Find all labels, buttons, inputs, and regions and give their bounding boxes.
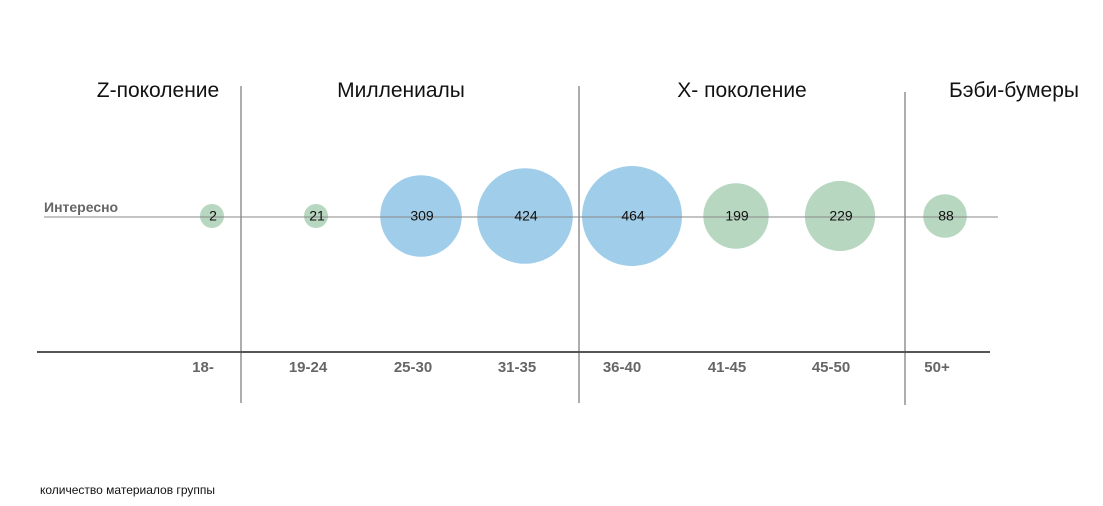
bubble-value-label: 199 [725,208,749,224]
bubble-45-50 [804,180,876,252]
bubble-18- [200,204,224,228]
bubble-value-label: 21 [309,208,325,224]
generation-label-millennials: Миллениалы [337,79,465,102]
bubble-36-40 [582,166,682,266]
generation-label-x: X- поколение [677,79,806,102]
bubble-41-45 [703,183,769,249]
bubbles-group [200,166,967,266]
bubble-50+ [923,194,967,238]
x-tick-labels: 18- 19-24 25-30 31-35 36-40 41-45 45-50 50+ [192,359,950,376]
bubble-25-30 [380,175,462,257]
generation-label-z: Z-поколение [97,79,219,102]
x-tick-label: 41-45 [708,359,746,376]
generation-label-boomers: Бэби-бумеры [949,79,1079,102]
x-tick-label: 19-24 [289,359,328,376]
bubble-value-label: 464 [621,208,645,224]
bubble-31-35 [477,168,573,264]
x-tick-label: 18- [192,359,214,376]
bubble-labels-group: 2 21 309 424 464 199 229 88 [209,208,954,224]
x-tick-label: 50+ [924,359,950,376]
x-tick-label: 36-40 [603,359,641,376]
bubble-value-label: 309 [410,208,434,224]
row-label: Интересно [44,199,118,215]
x-tick-label: 45-50 [812,359,850,376]
x-tick-label: 25-30 [394,359,432,376]
x-tick-label: 31-35 [498,359,536,376]
caption: количество материалов группы [40,483,215,497]
bubble-value-label: 88 [938,208,954,224]
bubble-value-label: 2 [209,208,217,224]
bubble-value-label: 424 [514,208,538,224]
bubble-19-24 [304,204,328,228]
bubble-value-label: 229 [829,208,853,224]
